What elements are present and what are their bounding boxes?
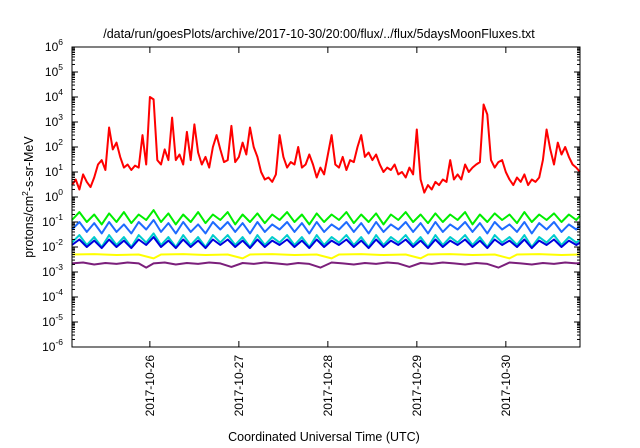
chart-title: /data/run/goesPlots/archive/2017-10-30/2… bbox=[103, 27, 535, 41]
x-tick-label: 2017-10-26 bbox=[143, 355, 157, 417]
plot-frame bbox=[71, 46, 581, 348]
series-line-4 bbox=[71, 232, 581, 248]
x-tick-label: 2017-10-30 bbox=[499, 355, 513, 417]
x-axis-label: Coordinated Universal Time (UTC) bbox=[228, 430, 420, 444]
y-tick-label: 10-6 bbox=[42, 337, 63, 354]
series-line-2 bbox=[71, 209, 581, 226]
series-line-1 bbox=[71, 96, 581, 194]
y-tick-label: 103 bbox=[45, 112, 63, 129]
y-tick-label: 102 bbox=[45, 137, 63, 154]
y-tick-label: 10-5 bbox=[42, 312, 63, 329]
y-tick-label: 104 bbox=[45, 87, 63, 104]
series-layer bbox=[71, 96, 581, 269]
y-axis-label: protons/cm2-s-sr-MeV bbox=[20, 136, 36, 258]
x-tick-label: 2017-10-29 bbox=[410, 355, 424, 417]
y-label-superscript: 2 bbox=[20, 191, 30, 196]
y-tick-label: 10-1 bbox=[42, 212, 63, 229]
y-tick-label: 10-3 bbox=[42, 262, 63, 279]
x-axis-ticks: 2017-10-26 2017-10-27 2017-10-28 2017-10-29… bbox=[143, 47, 513, 416]
y-tick-label: 10-4 bbox=[42, 287, 63, 304]
series-line-5 bbox=[71, 236, 581, 250]
series-line-3 bbox=[71, 219, 581, 235]
y-tick-label: 100 bbox=[45, 187, 63, 204]
y-tick-label: 105 bbox=[45, 62, 63, 79]
y-label-suffix: -s-sr-MeV bbox=[22, 136, 36, 192]
y-tick-label: 106 bbox=[45, 37, 63, 54]
y-axis-ticks: 10-6 10-5 10-4 10-3 10-2 10-1 100 101 102 103 104 1… bbox=[42, 37, 580, 354]
y-label-prefix: protons/cm bbox=[22, 196, 36, 258]
y-tick-label: 101 bbox=[45, 162, 63, 179]
series-line-7 bbox=[71, 261, 581, 269]
x-tick-label: 2017-10-27 bbox=[232, 355, 246, 417]
series-line-6 bbox=[71, 253, 581, 260]
y-tick-label: 10-2 bbox=[42, 237, 63, 254]
x-tick-label: 2017-10-28 bbox=[321, 355, 335, 417]
